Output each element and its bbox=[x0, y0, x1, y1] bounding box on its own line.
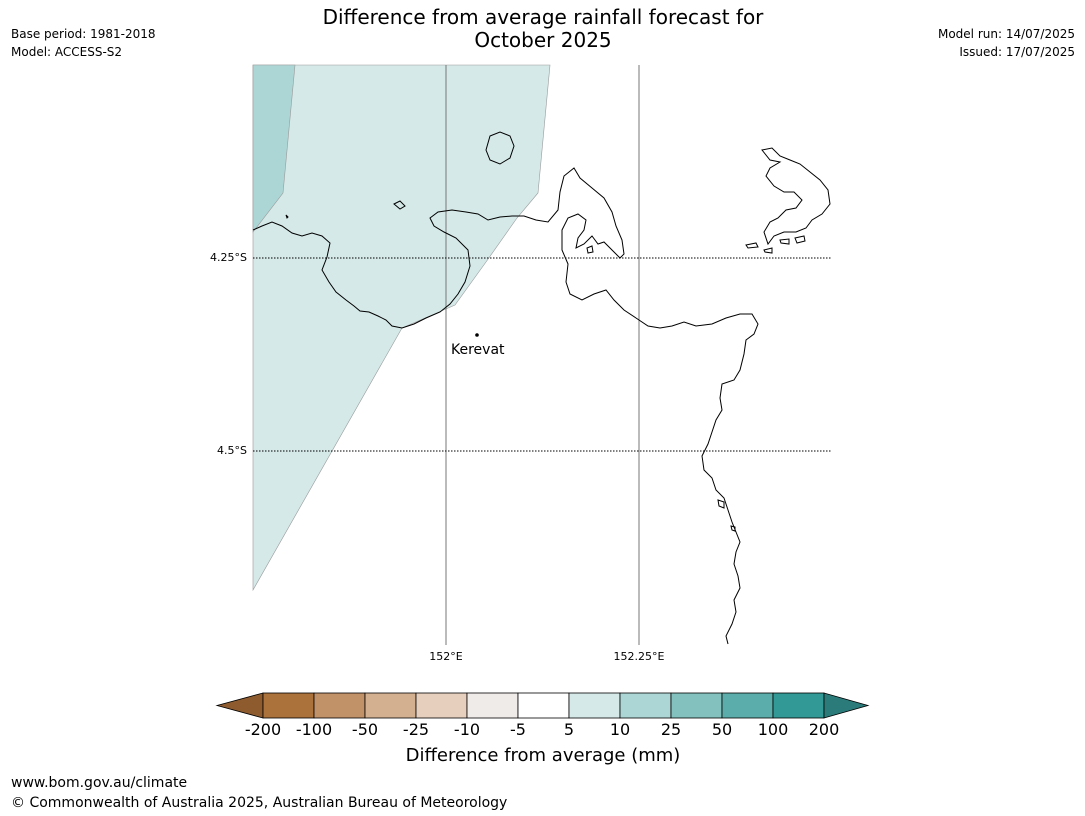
colorbar-tick-label: -200 bbox=[244, 720, 282, 739]
colorbar-tick-label: 25 bbox=[660, 720, 682, 739]
model-run-text: Model run: 14/07/2025 bbox=[937, 27, 1075, 41]
colorbar-tick-label: 50 bbox=[711, 720, 733, 739]
colorbar-bin bbox=[670, 692, 723, 719]
forecast-metadata-right: Model run: 14/07/2025 Issued: 17/07/2025 bbox=[938, 25, 1075, 61]
map-title-line1: Difference from average rainfall forecas… bbox=[322, 5, 764, 29]
colorbar-bin bbox=[721, 692, 774, 719]
place-marker-kerevat bbox=[475, 333, 479, 337]
model-text: Model: ACCESS-S2 bbox=[11, 45, 123, 59]
coastline-islet-east-6 bbox=[730, 525, 736, 532]
colorbar-bin bbox=[466, 692, 519, 719]
colorbar-tick-label: -100 bbox=[295, 720, 333, 739]
coastline-islet-east-7 bbox=[586, 245, 594, 254]
colorbar-tick-label: -10 bbox=[453, 720, 481, 739]
map-title-line2: October 2025 bbox=[474, 28, 612, 52]
coastline-group bbox=[252, 131, 831, 645]
coastline-islet-east-5 bbox=[717, 499, 725, 509]
coastline-islet-east-4 bbox=[794, 235, 806, 244]
coastline-gazelle-peninsula bbox=[252, 167, 759, 645]
colorbar-tick-label: 5 bbox=[563, 720, 575, 739]
base-period-text: Base period: 1981-2018 bbox=[11, 27, 156, 41]
colorbar-tick-label: -5 bbox=[510, 720, 526, 739]
longitude-label-152e: 152°E bbox=[429, 650, 463, 663]
colorbar-bin bbox=[364, 692, 417, 719]
coastline-islet-southwest bbox=[285, 214, 289, 219]
longitude-label-152-25e: 152.25°E bbox=[613, 650, 665, 663]
footer-copyright: © Commonwealth of Australia 2025, Austra… bbox=[11, 795, 508, 811]
colorbar-tick-label: 200 bbox=[808, 720, 840, 739]
latitude-label-4-25s: 4.25°S bbox=[210, 251, 247, 264]
colorbar-title: Difference from average (mm) bbox=[405, 745, 681, 766]
colorbar-tick-label: -50 bbox=[351, 720, 379, 739]
coastline-islet-east-1 bbox=[745, 242, 759, 249]
forecast-metadata-left: Base period: 1981-2018 Model: ACCESS-S2 bbox=[11, 25, 156, 61]
colorbar bbox=[215, 692, 870, 719]
issued-text: Issued: 17/07/2025 bbox=[959, 45, 1075, 59]
colorbar-bin bbox=[262, 692, 315, 719]
colorbar-extend-min bbox=[215, 692, 264, 719]
place-label-kerevat: Kerevat bbox=[451, 342, 505, 358]
colorbar-bin bbox=[619, 692, 672, 719]
colorbar-tick-label: -25 bbox=[402, 720, 430, 739]
footer-url: www.bom.gov.au/climate bbox=[11, 775, 188, 791]
colorbar-bin bbox=[517, 692, 570, 719]
latitude-label-4-5s: 4.5°S bbox=[217, 444, 247, 457]
coastline-islet-east-2 bbox=[763, 247, 773, 254]
forecast-region-10-to-25 bbox=[252, 64, 296, 233]
coastline-duke-of-york-islands bbox=[761, 147, 831, 246]
colorbar-bin bbox=[772, 692, 825, 719]
map-title: Difference from average rainfall forecas… bbox=[243, 6, 843, 52]
coastline-islet-west bbox=[393, 200, 406, 210]
coastline-islet-east-3 bbox=[779, 238, 790, 245]
colorbar-extend-max bbox=[823, 692, 870, 719]
colorbar-bin bbox=[415, 692, 468, 719]
colorbar-tick-label: 10 bbox=[609, 720, 631, 739]
colorbar-bin bbox=[568, 692, 621, 719]
coastline-small-island-north bbox=[485, 131, 515, 165]
colorbar-bin bbox=[313, 692, 366, 719]
colorbar-tick-label: 100 bbox=[757, 720, 789, 739]
